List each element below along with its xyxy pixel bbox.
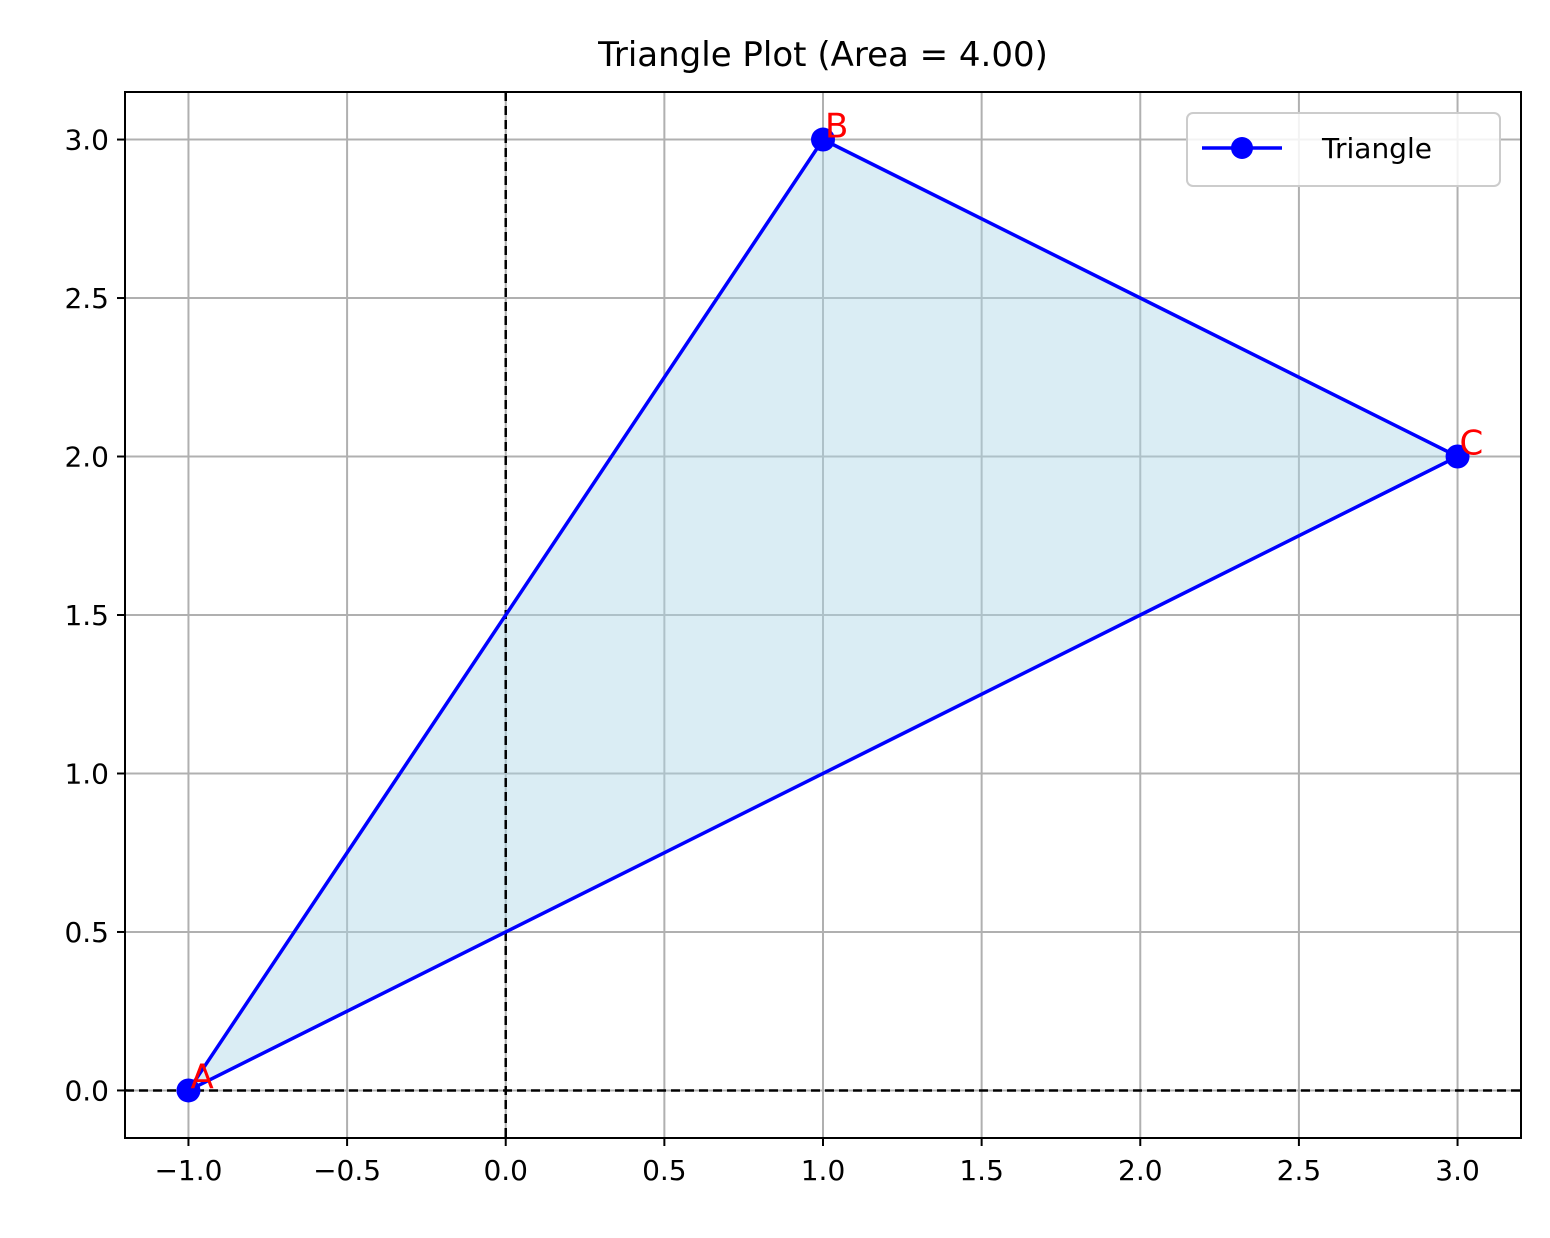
vertex-labels: A B C [190, 107, 1483, 1098]
x-tick-label: 0.0 [483, 1154, 528, 1187]
triangle-outline [186, 137, 1462, 1093]
legend: Triangle [1186, 112, 1501, 187]
x-tick-label: 1.5 [959, 1154, 1004, 1187]
chart-title: Triangle Plot (Area = 4.00) [597, 35, 1048, 75]
x-tick-label: −0.5 [313, 1154, 381, 1187]
vertex-marker [176, 1078, 201, 1103]
legend-marker-swatch [1231, 137, 1253, 159]
y-tick-label: 3.0 [64, 124, 109, 157]
y-tick-label: 2.5 [64, 282, 109, 315]
x-axis-ticks: −1.0 −0.5 0.0 0.5 1.0 1.5 2.0 2.5 3.0 [154, 1138, 1480, 1187]
x-tick-label: −1.0 [154, 1154, 222, 1187]
vertex-marker [811, 127, 835, 152]
vertex-label-a: A [190, 1057, 213, 1097]
y-axis-ticks: 0.0 0.5 1.0 1.5 2.0 2.5 3.0 [64, 124, 125, 1107]
x-tick-label: 1.0 [801, 1154, 846, 1187]
y-tick-label: 0.5 [64, 916, 109, 949]
y-tick-label: 2.0 [64, 441, 109, 474]
x-tick-label: 2.5 [1277, 1154, 1322, 1187]
vertex-label-c: C [1460, 424, 1484, 464]
y-tick-label: 1.5 [64, 599, 109, 632]
legend-box [1186, 112, 1501, 187]
vertex-marker [1445, 444, 1470, 469]
y-tick-label: 0.0 [64, 1074, 109, 1107]
x-tick-label: 2.0 [1118, 1154, 1163, 1187]
x-tick-label: 0.5 [642, 1154, 687, 1187]
vertex-markers [176, 127, 1470, 1103]
y-tick-label: 1.0 [64, 757, 109, 790]
x-tick-label: 3.0 [1435, 1154, 1480, 1187]
vertex-label-b: B [825, 107, 848, 147]
legend-entry-triangle: Triangle [1321, 132, 1432, 165]
grid [125, 92, 1521, 1138]
